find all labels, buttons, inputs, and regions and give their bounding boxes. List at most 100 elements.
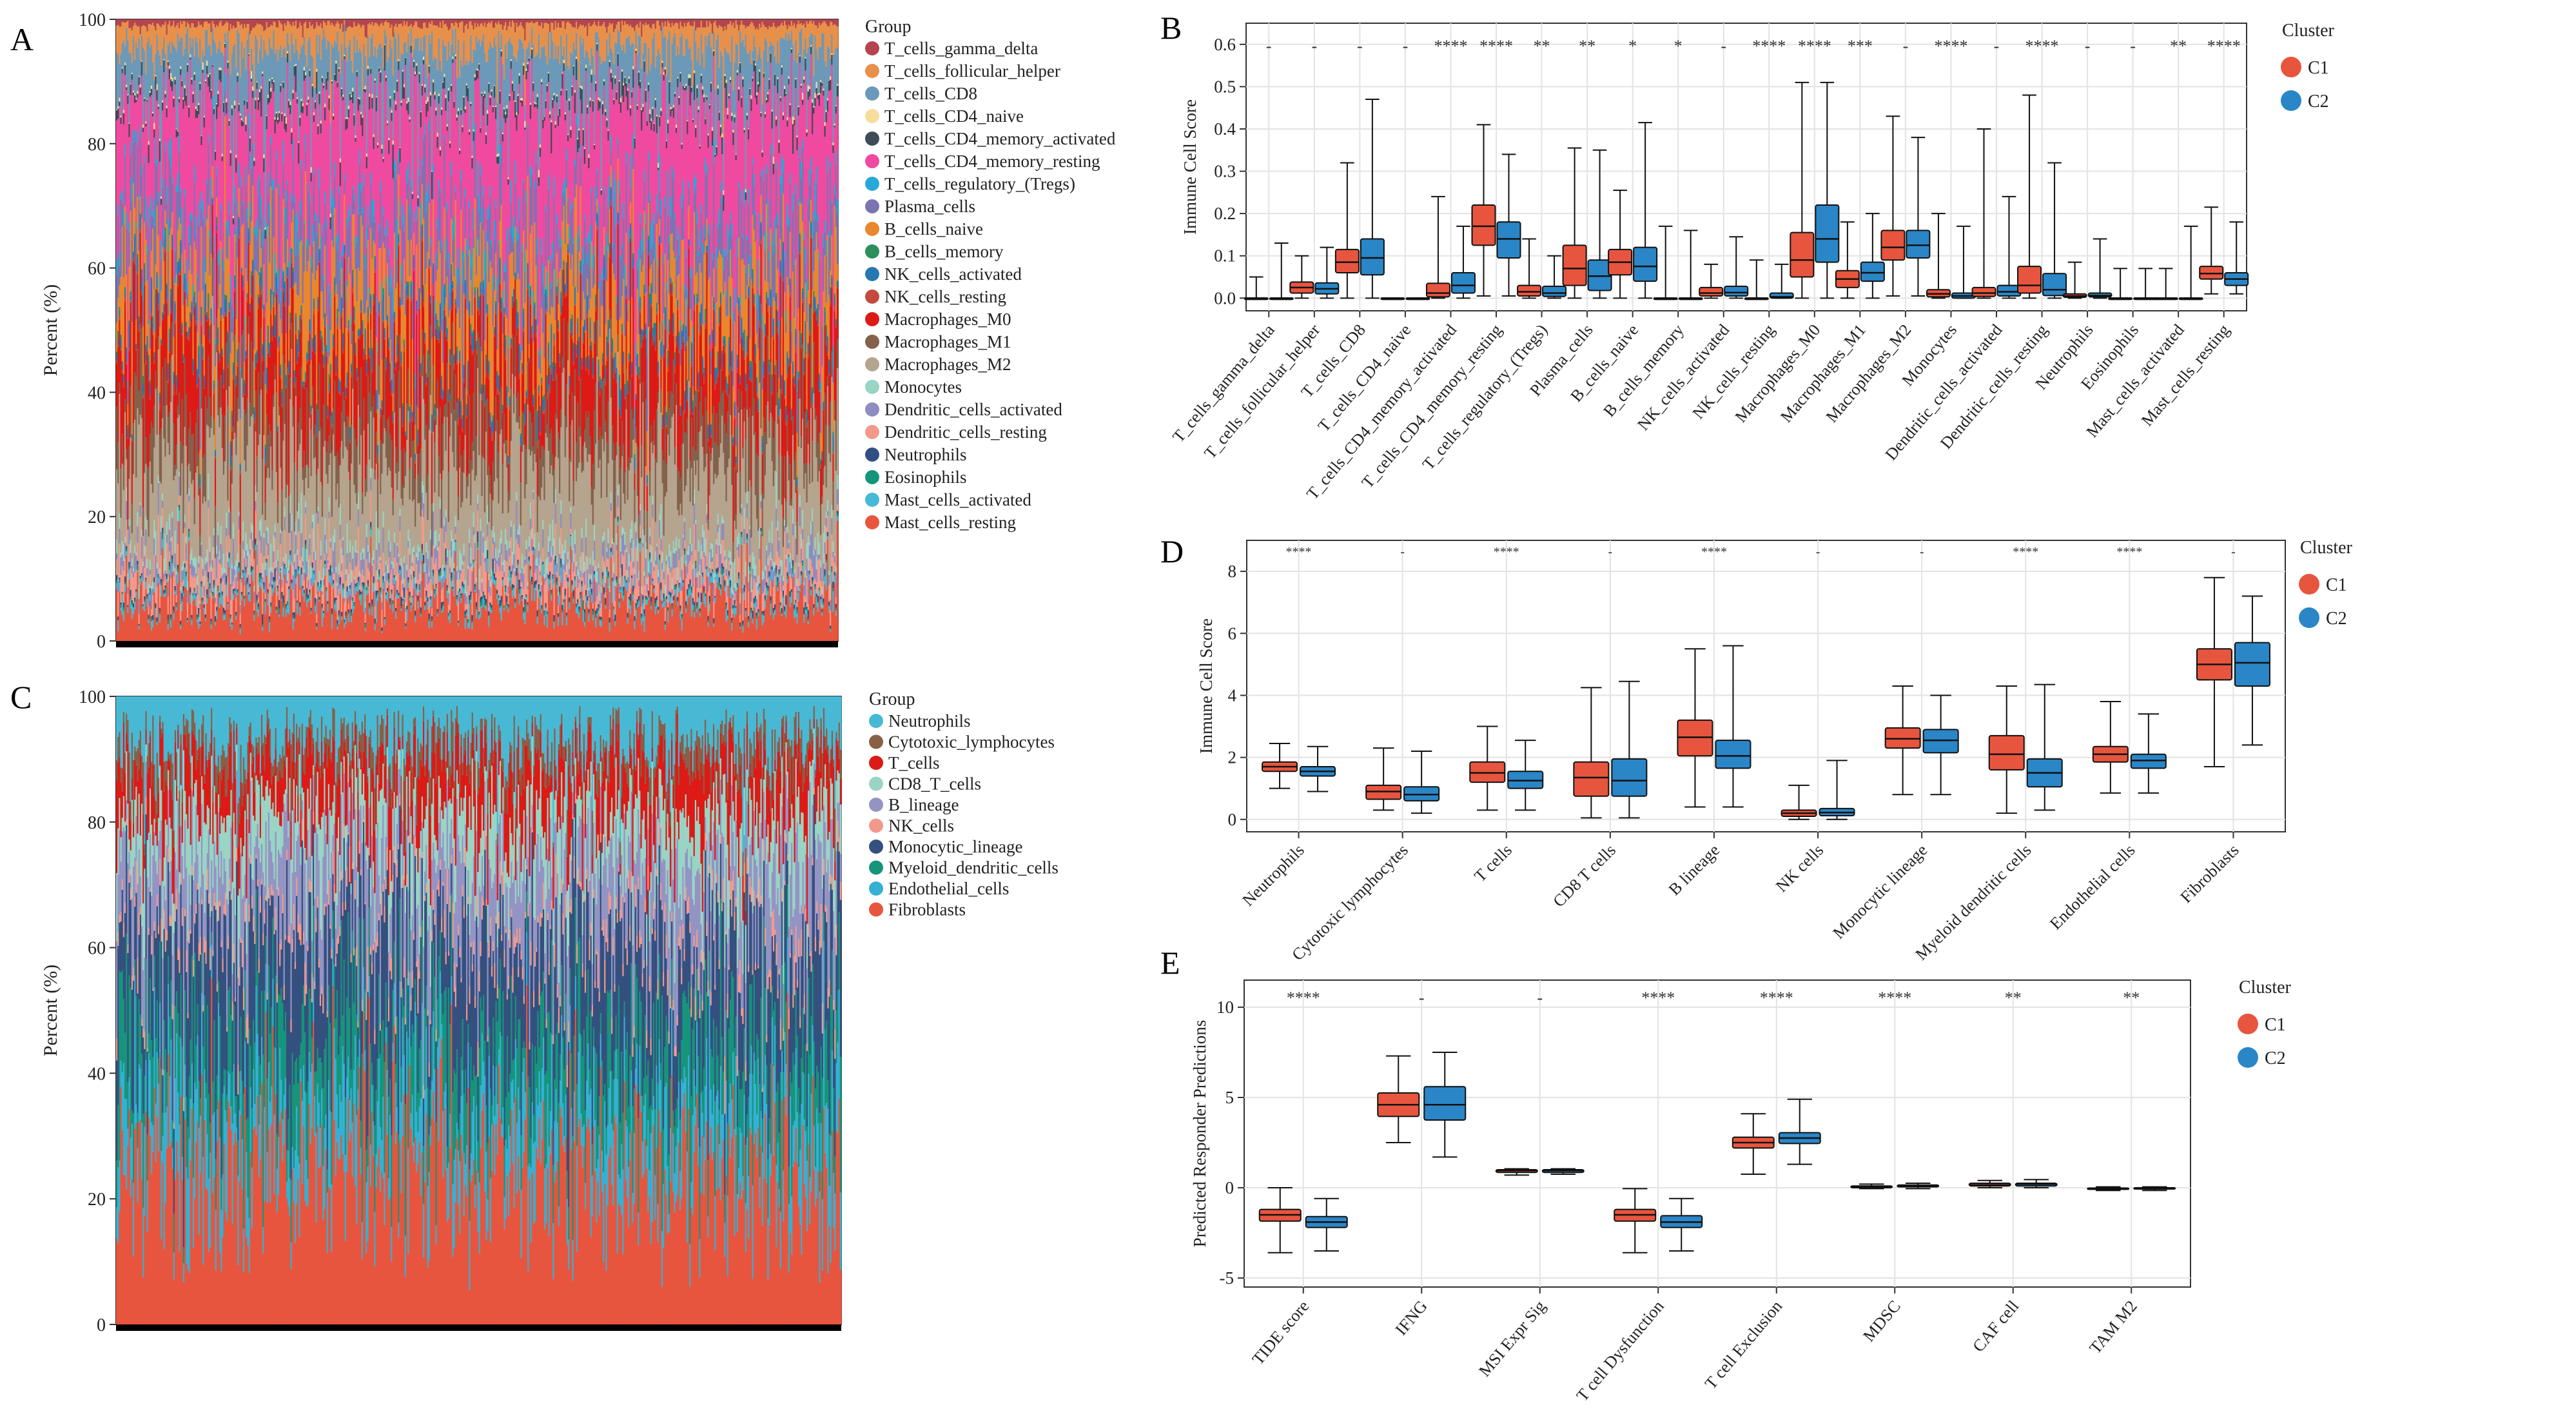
stack-segment <box>163 558 165 574</box>
stack-segment <box>139 34 142 61</box>
stack-segment <box>116 539 118 554</box>
stack-segment <box>142 383 144 395</box>
stack-segment <box>128 562 131 568</box>
stack-segment <box>139 585 142 641</box>
stack-segment <box>121 463 124 542</box>
stack-segment <box>152 329 154 335</box>
stack-segment <box>116 406 118 469</box>
stack-segment <box>117 331 119 339</box>
stack-segment <box>134 264 136 373</box>
stack-segment <box>152 112 154 113</box>
stack-segment <box>132 95 135 131</box>
stack-segment <box>164 534 167 571</box>
panel-letter-e: E <box>1160 945 1180 981</box>
stack-segment <box>137 196 139 254</box>
stack-segment <box>149 396 151 400</box>
stack-segment <box>144 602 146 611</box>
stack-segment <box>132 607 135 608</box>
stack-segment <box>148 379 150 382</box>
stack-segment <box>146 351 149 466</box>
stack-segment <box>146 31 149 43</box>
stack-segment <box>170 627 172 641</box>
stack-segment <box>127 438 129 520</box>
stack-segment <box>168 569 171 575</box>
stack-segment <box>121 593 124 595</box>
stack-segment <box>149 400 151 435</box>
stack-segment <box>134 572 136 598</box>
stack-segment <box>126 500 128 520</box>
stack-segment <box>135 591 137 593</box>
stack-segment <box>119 310 121 318</box>
stack-segment <box>170 541 172 578</box>
stack-segment <box>142 124 144 128</box>
stack-segment <box>130 539 132 553</box>
stack-segment <box>170 73 172 79</box>
stack-segment <box>139 576 142 578</box>
stack-segment <box>141 529 143 537</box>
stack-segment <box>146 348 149 351</box>
stack-segment <box>117 592 119 617</box>
stack-segment <box>160 65 162 197</box>
stack-segment <box>164 576 167 585</box>
stack-segment <box>141 291 143 296</box>
stack-segment <box>160 596 162 641</box>
stack-segment <box>137 48 139 92</box>
stack-segment <box>142 132 144 283</box>
stack-segment <box>121 67 124 69</box>
stack-segment <box>168 158 171 235</box>
stack-segment <box>157 293 160 305</box>
stack-segment <box>141 295 143 329</box>
stack-segment <box>162 246 164 313</box>
stack-segment <box>157 475 160 483</box>
stack-segment <box>130 295 132 301</box>
stack-segment <box>141 19 143 27</box>
stack-segment <box>152 211 154 217</box>
stack-segment <box>149 383 151 397</box>
stack-segment <box>153 355 155 360</box>
stack-segment <box>144 596 146 600</box>
stack-segment <box>134 233 136 237</box>
stack-segment <box>153 405 155 447</box>
stack-segment <box>146 576 149 595</box>
stack-segment <box>150 621 153 631</box>
stack-segment <box>162 25 164 49</box>
stack-segment <box>141 174 143 219</box>
stack-segment <box>155 607 157 609</box>
stack-segment <box>156 562 159 569</box>
stack-segment <box>164 587 167 594</box>
stack-segment <box>155 30 157 55</box>
stack-segment <box>130 596 132 600</box>
stack-segment <box>146 280 149 336</box>
stack-segment <box>150 618 153 622</box>
stack-segment <box>124 543 126 559</box>
stack-segment <box>142 326 144 376</box>
stack-segment <box>116 589 118 641</box>
stack-segment <box>146 335 149 339</box>
stack-segment <box>167 576 170 582</box>
stack-segment <box>156 34 159 84</box>
stack-segment <box>134 95 136 103</box>
stack-segment <box>148 619 150 624</box>
stack-segment <box>150 85 153 89</box>
stack-segment <box>117 298 119 331</box>
stack-segment <box>116 52 118 110</box>
stack-segment <box>132 423 135 475</box>
stack-segment <box>163 261 165 304</box>
stack-segment <box>146 558 149 569</box>
stack-segment <box>152 228 154 317</box>
stack-segment <box>121 360 124 362</box>
stack-segment <box>130 608 132 641</box>
stack-segment <box>163 593 165 595</box>
stack-segment <box>131 603 133 605</box>
stack-segment <box>126 449 128 459</box>
stack-segment <box>156 587 159 618</box>
stack-segment <box>119 106 121 253</box>
stack-segment <box>149 588 151 590</box>
stack-segment <box>120 604 122 608</box>
stack-segment <box>170 313 172 358</box>
stack-segment <box>149 434 151 462</box>
stack-segment <box>148 584 150 593</box>
stack-segment <box>155 603 157 608</box>
stack-segment <box>148 623 150 641</box>
stack-segment <box>131 436 133 439</box>
